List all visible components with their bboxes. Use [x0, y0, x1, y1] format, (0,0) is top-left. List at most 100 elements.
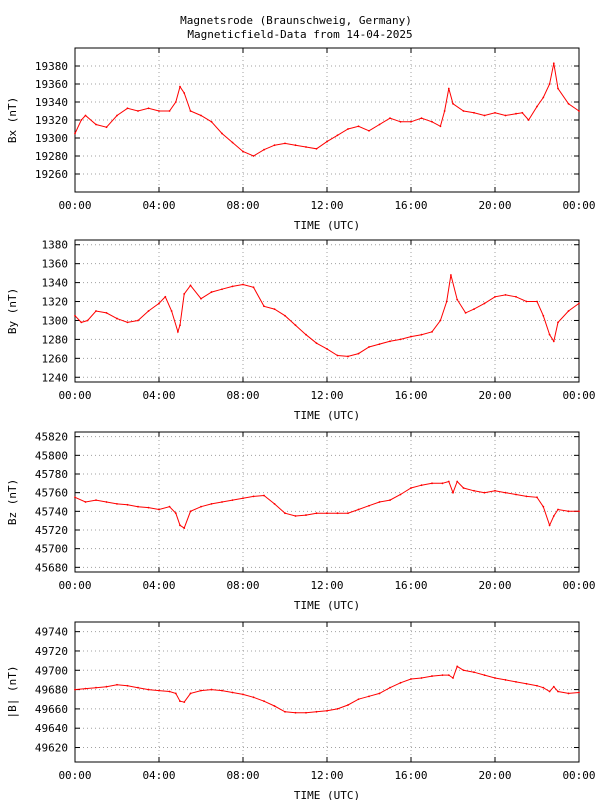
data-point [357, 698, 360, 701]
y-tick-label: 1240 [42, 371, 69, 384]
x-tick-label: 04:00 [142, 389, 175, 402]
data-point [263, 700, 265, 703]
data-point [378, 123, 381, 126]
data-point [210, 502, 213, 505]
data-point [242, 693, 244, 696]
data-point [368, 504, 370, 507]
data-point [552, 515, 555, 517]
x-tick-label: 00:00 [562, 769, 595, 782]
data-point [137, 110, 139, 112]
data-point [210, 688, 213, 691]
data-point [515, 112, 517, 115]
data-point [147, 688, 150, 691]
data-point [462, 669, 465, 672]
data-point [378, 501, 381, 503]
y-tick-label: 49700 [35, 664, 68, 677]
data-point [389, 499, 391, 502]
data-point [494, 677, 496, 679]
x-tick-label: 08:00 [226, 389, 259, 402]
data-point [504, 294, 507, 296]
data-point [74, 688, 76, 691]
data-point [183, 701, 186, 704]
y-tick-label: 1300 [42, 314, 69, 327]
x-axis-label: TIME (UTC) [294, 789, 360, 800]
data-point [431, 675, 433, 677]
y-tick-label: 49740 [35, 626, 68, 639]
y-tick-label: 1360 [42, 258, 69, 271]
data-point [86, 319, 89, 322]
x-tick-label: 16:00 [394, 769, 427, 782]
data-point [231, 285, 234, 288]
y-tick-label: 1280 [42, 333, 69, 346]
data-point [515, 680, 517, 683]
data-point [557, 87, 559, 90]
plot-frame [74, 431, 580, 573]
data-point [242, 497, 244, 500]
data-point [357, 125, 360, 128]
data-point [189, 110, 192, 112]
data-point [368, 129, 370, 132]
data-point [447, 87, 450, 90]
data-point [456, 665, 459, 668]
x-tick-label: 00:00 [58, 199, 91, 212]
data-point [252, 286, 255, 289]
data-point [126, 107, 129, 110]
data-point [116, 317, 118, 320]
data-point [450, 274, 452, 276]
data-point [464, 311, 467, 314]
data-point [200, 114, 202, 117]
data-point [525, 682, 528, 685]
data-point [420, 484, 423, 487]
x-tick-label: 00:00 [58, 389, 91, 402]
data-point [200, 689, 202, 692]
data-point [105, 311, 108, 314]
data-point [443, 110, 446, 112]
data-point [515, 295, 517, 298]
data-point [542, 505, 545, 508]
data-point [368, 695, 370, 698]
data-point [494, 295, 496, 298]
data-point [431, 120, 433, 123]
y-tick-label: 49620 [35, 742, 68, 755]
panel-by: 00:00 04:00 08:00 12:00 16:00 20:00 00:00 1240 1… [6, 239, 596, 422]
data-point [179, 324, 181, 327]
data-point [284, 512, 286, 515]
y-tick-label: 19360 [35, 78, 68, 91]
data-point [164, 295, 167, 298]
data-point [189, 510, 192, 513]
data-point [174, 692, 177, 695]
data-point [183, 92, 186, 94]
data-point [527, 119, 530, 121]
data-point [263, 305, 265, 308]
data-point [347, 128, 349, 130]
y-axis-label: |B| (nT) [6, 666, 19, 719]
data-point [210, 120, 213, 123]
data-point [548, 83, 551, 85]
data-point [389, 340, 391, 343]
x-tick-label: 04:00 [142, 199, 175, 212]
data-point [158, 508, 160, 511]
data-point [158, 689, 160, 692]
y-axis-label: Bx (nT) [6, 97, 19, 143]
data-point [158, 302, 160, 305]
panel-bx: 00:00 04:00 08:00 12:00 16:00 20:00 00:00 19260… [6, 47, 596, 232]
data-point [578, 691, 580, 694]
data-point [284, 710, 286, 713]
data-point [578, 510, 580, 513]
data-point [252, 155, 255, 157]
data-point [273, 308, 276, 311]
data-point [74, 132, 76, 135]
y-tick-label: 45760 [35, 487, 68, 500]
data-point [84, 114, 87, 117]
data-point [473, 671, 475, 674]
data-point [536, 684, 538, 687]
data-point [548, 690, 551, 693]
panel-btotal: 00:00 04:00 08:00 12:00 16:00 20:00 00:00 49620… [6, 621, 596, 800]
y-tick-label: 19380 [35, 60, 68, 73]
data-point [483, 674, 486, 677]
y-tick-label: 1320 [42, 296, 69, 309]
data-point [168, 110, 171, 112]
y-tick-label: 1380 [42, 239, 69, 252]
data-point [378, 343, 381, 346]
x-tick-label: 00:00 [562, 389, 595, 402]
